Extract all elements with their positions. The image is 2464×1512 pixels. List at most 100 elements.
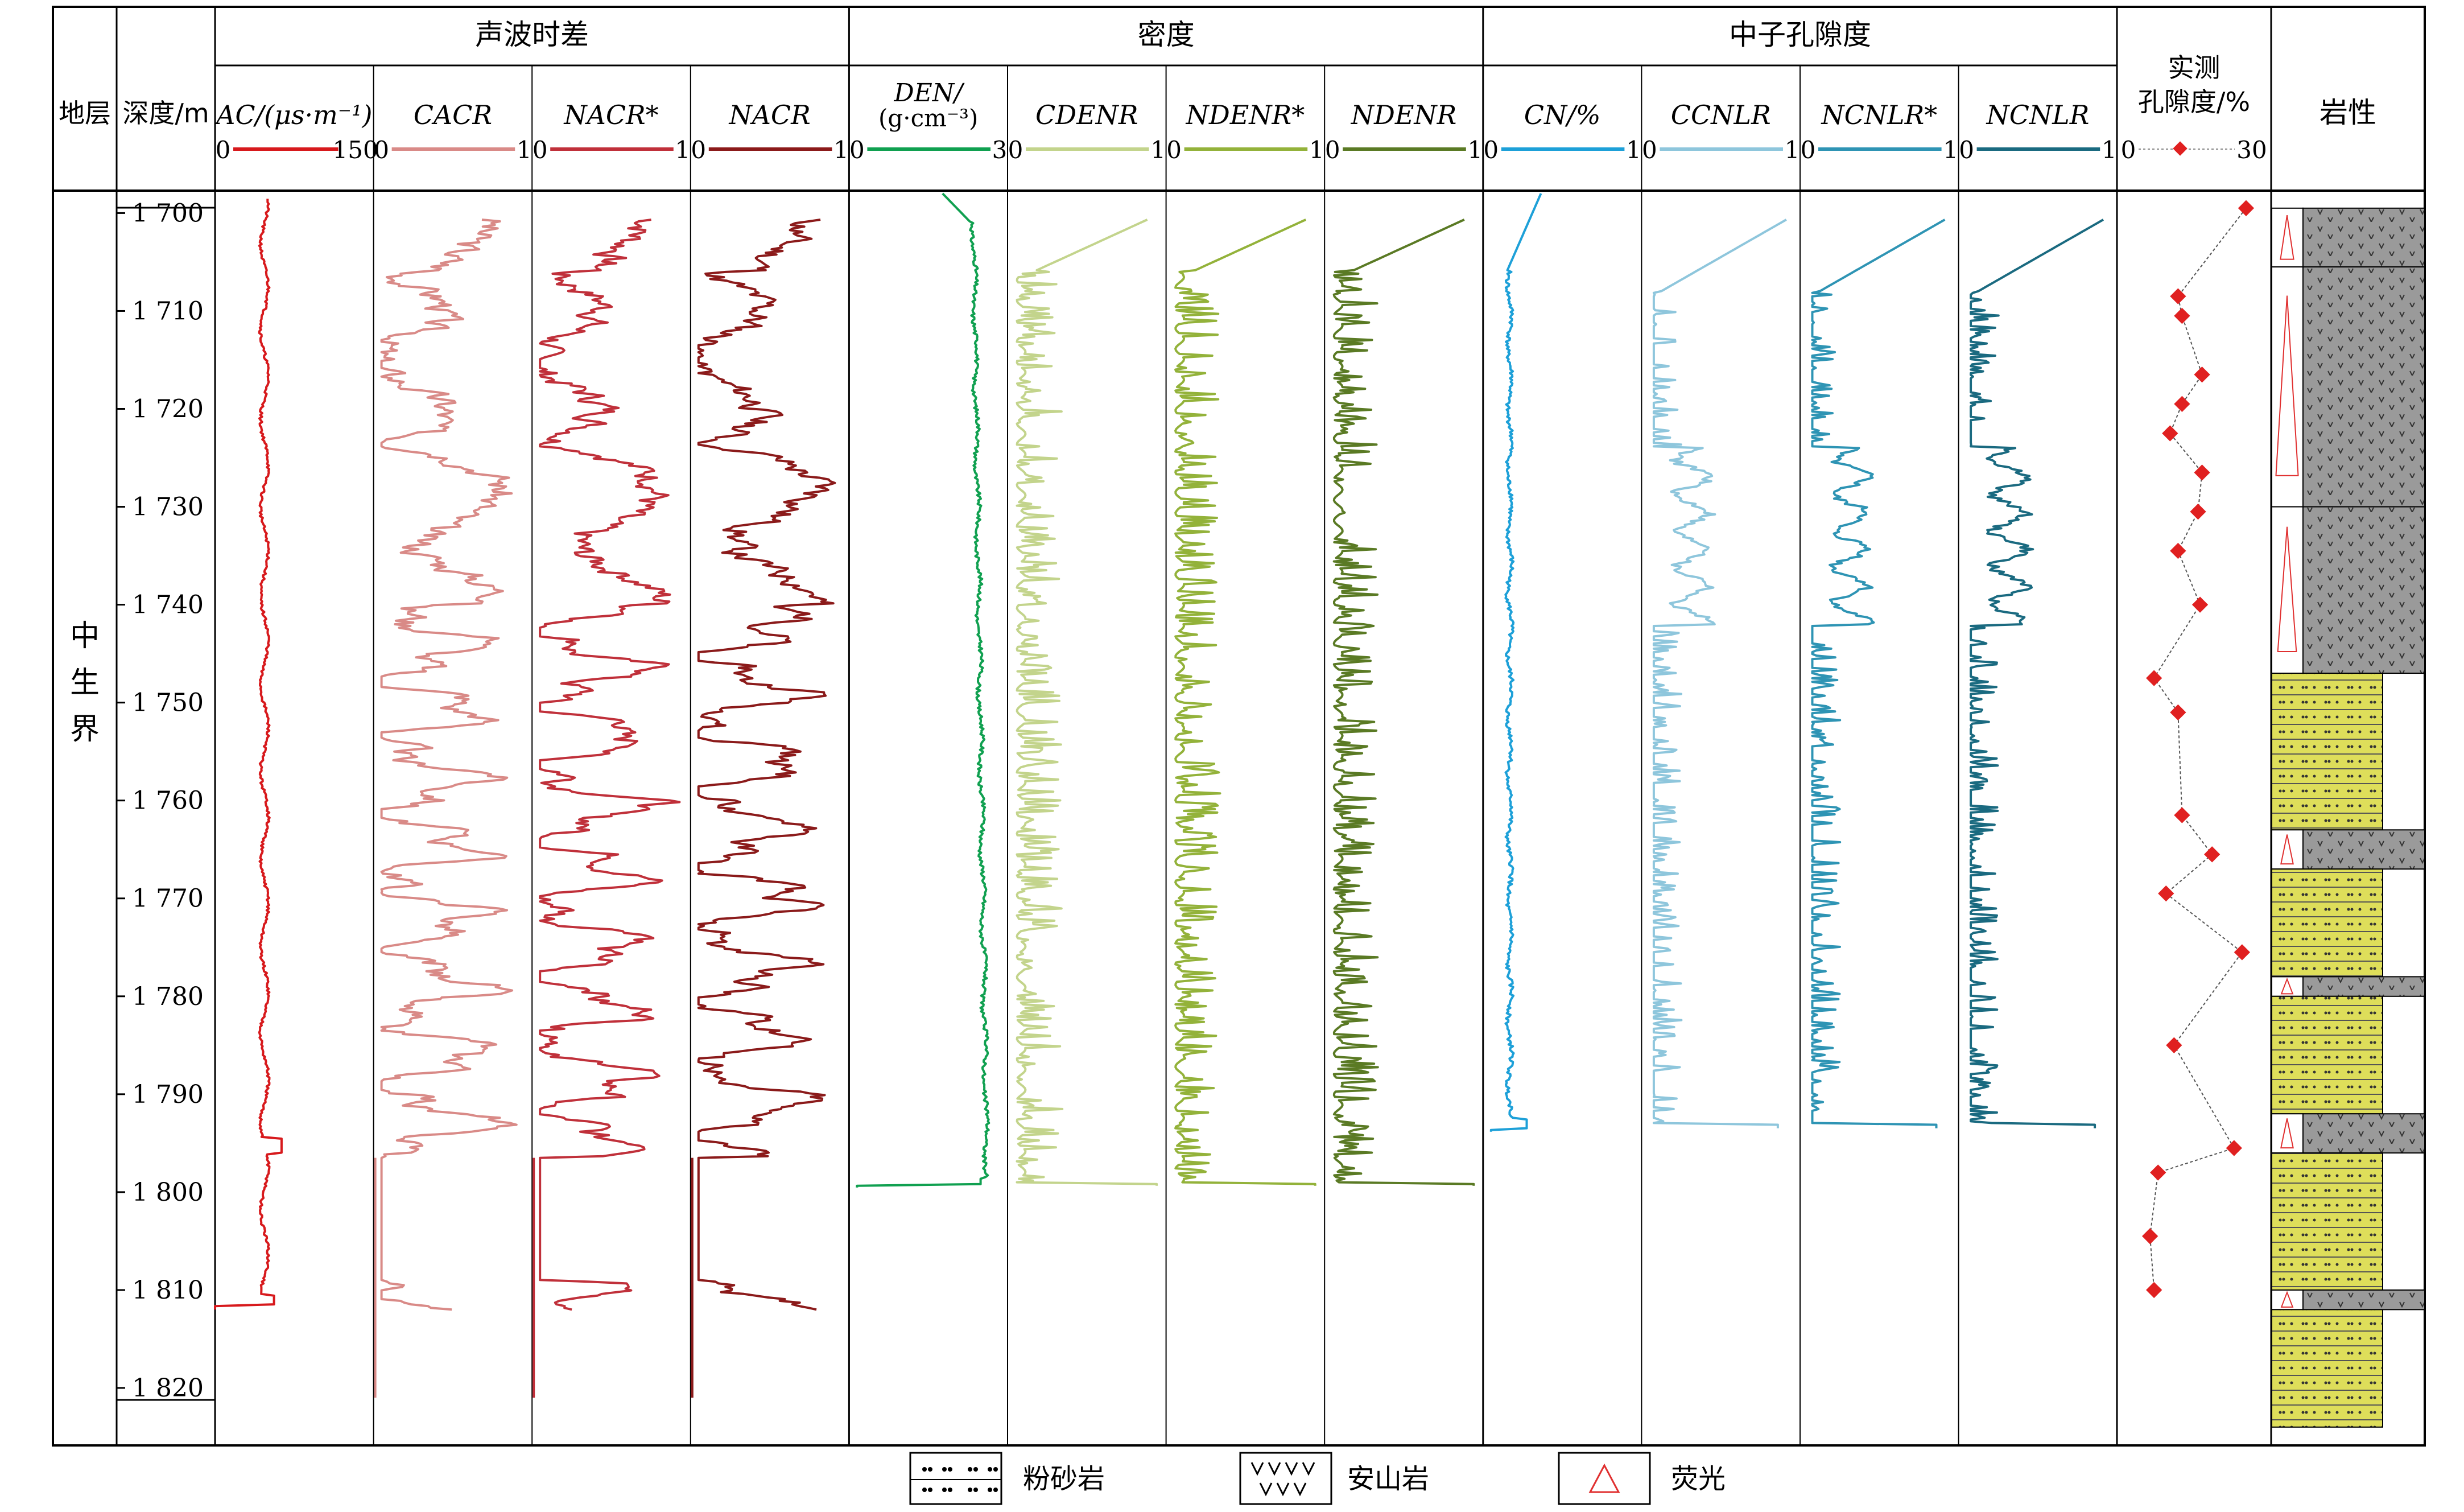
fluorescence-icon: [2280, 977, 2294, 995]
legend-dot: [922, 1488, 927, 1492]
depth-header: 深度/m: [122, 98, 209, 129]
porosity-point: [2158, 885, 2174, 902]
porosity-point: [2150, 1164, 2166, 1181]
track-9-max: 1: [1785, 136, 1800, 164]
track-5-min: 0: [1008, 136, 1023, 164]
track-9-min: 0: [1642, 136, 1657, 164]
track-4-label: DEN/: [893, 79, 965, 108]
track-10-curve: [1811, 219, 1946, 1128]
track-2-curve: [539, 219, 681, 1311]
legend-fluor-label: 荧光: [1671, 1463, 1726, 1495]
depth-tick-label: 1 790: [132, 1080, 204, 1109]
track-3-label: NACR: [728, 100, 810, 130]
stratum-label-char: 中: [70, 619, 100, 653]
track-10-label: NCNLR*: [1821, 100, 1937, 130]
stratum-label-char: 生: [70, 666, 100, 700]
porosity-point: [2234, 944, 2251, 961]
legend-fluor-icon: [1588, 1463, 1620, 1493]
track-2-max: 1: [675, 136, 690, 164]
porosity-point: [2162, 425, 2178, 442]
track-7-curve: [1332, 219, 1475, 1186]
lith-andesite: [2302, 207, 2425, 268]
lith-siltstone: [2271, 868, 2383, 978]
legend-dot: [968, 1488, 972, 1492]
legend-dot: [993, 1488, 998, 1492]
porosity-min: 0: [2121, 136, 2136, 164]
group-title: 声波时差: [475, 18, 589, 51]
track-3-curve: [697, 219, 836, 1311]
lith-siltstone: [2271, 1309, 2383, 1428]
track-3-min: 0: [691, 136, 706, 164]
track-4-curve: [856, 192, 990, 1188]
lith-andesite: [2302, 1289, 2425, 1311]
track-5-curve: [1016, 219, 1158, 1186]
track-4-max: 3: [992, 136, 1008, 164]
depth-tick-label: 1 720: [132, 395, 204, 424]
porosity-point: [2174, 395, 2190, 413]
track-11-max: 1: [2102, 136, 2117, 164]
porosity-line: [2149, 208, 2247, 1290]
depth-tick-label: 1 730: [132, 493, 204, 522]
lithology-header: 岩性: [2319, 96, 2376, 129]
track-1-max: 1: [517, 136, 532, 164]
track-10-min: 0: [1801, 136, 1816, 164]
porosity-point: [2174, 807, 2190, 823]
porosity-max: 30: [2236, 136, 2267, 164]
lith-andesite: [2302, 1113, 2425, 1154]
lith-andesite: [2302, 506, 2425, 674]
porosity-point: [2174, 307, 2190, 324]
depth-tick-label: 1 760: [132, 786, 204, 815]
legend-dot: [988, 1467, 992, 1472]
track-8-min: 0: [1483, 136, 1499, 164]
legend-dot: [928, 1467, 932, 1472]
track-6-label: NDENR*: [1186, 100, 1305, 130]
porosity-title2: 孔隙度/%: [2138, 86, 2250, 117]
porosity-point: [2141, 1228, 2158, 1245]
group-title: 密度: [1138, 18, 1195, 51]
porosity-point: [2170, 542, 2186, 559]
track-11-label: NCNLR: [1986, 100, 2089, 130]
track-1-min: 0: [374, 136, 389, 164]
porosity-point: [2194, 464, 2210, 481]
track-8-max: 1: [1626, 136, 1641, 164]
legend-dot: [968, 1467, 972, 1472]
legend-dot: [942, 1467, 947, 1472]
depth-tick-label: 1 820: [132, 1374, 204, 1403]
frame: [52, 6, 2426, 1447]
stratum-header: 地层: [59, 98, 111, 129]
track-6-curve: [1174, 219, 1316, 1186]
track-0-min: 0: [216, 136, 231, 164]
legend-andesite-glyph: [1250, 1462, 1315, 1497]
porosity-point: [2226, 1140, 2242, 1156]
track-7-label: NDENR: [1351, 100, 1457, 130]
depth-tick-label: 1 700: [132, 199, 204, 228]
track-8-label: CN/%: [1524, 100, 1601, 130]
track-0-curve: [214, 199, 283, 1310]
porosity-point: [2204, 846, 2221, 863]
track-0-label: AC/(μs·m⁻¹): [214, 100, 372, 130]
fluorescence-icon: [2280, 1291, 2294, 1308]
depth-tick-label: 1 780: [132, 982, 204, 1011]
porosity-point: [2170, 704, 2186, 720]
legend-siltstone-swatch: [909, 1452, 1002, 1505]
porosity-point: [2146, 1282, 2162, 1299]
track-9-curve: [1652, 219, 1787, 1128]
track-6-max: 1: [1309, 136, 1324, 164]
track-5-max: 1: [1150, 136, 1166, 164]
lith-siltstone: [2271, 995, 2383, 1115]
track-1-curve: [380, 219, 518, 1311]
legend-dot: [928, 1488, 932, 1492]
legend-dot: [988, 1488, 992, 1492]
porosity-point: [2191, 596, 2209, 613]
fluorescence-icon: [2275, 295, 2299, 476]
porosity-scale-marker: [2173, 141, 2188, 156]
legend-siltstone-label: 粉砂岩: [1023, 1463, 1105, 1495]
lith-siltstone: [2271, 673, 2383, 831]
track-8-curve: [1489, 193, 1542, 1132]
fluorescence-icon: [2280, 215, 2294, 260]
track-3-max: 1: [833, 136, 849, 164]
track-4-label2: (g·cm⁻³): [878, 104, 978, 132]
lith-siltstone: [2271, 1152, 2383, 1291]
legend-dot: [942, 1488, 947, 1492]
lith-andesite: [2302, 829, 2425, 870]
